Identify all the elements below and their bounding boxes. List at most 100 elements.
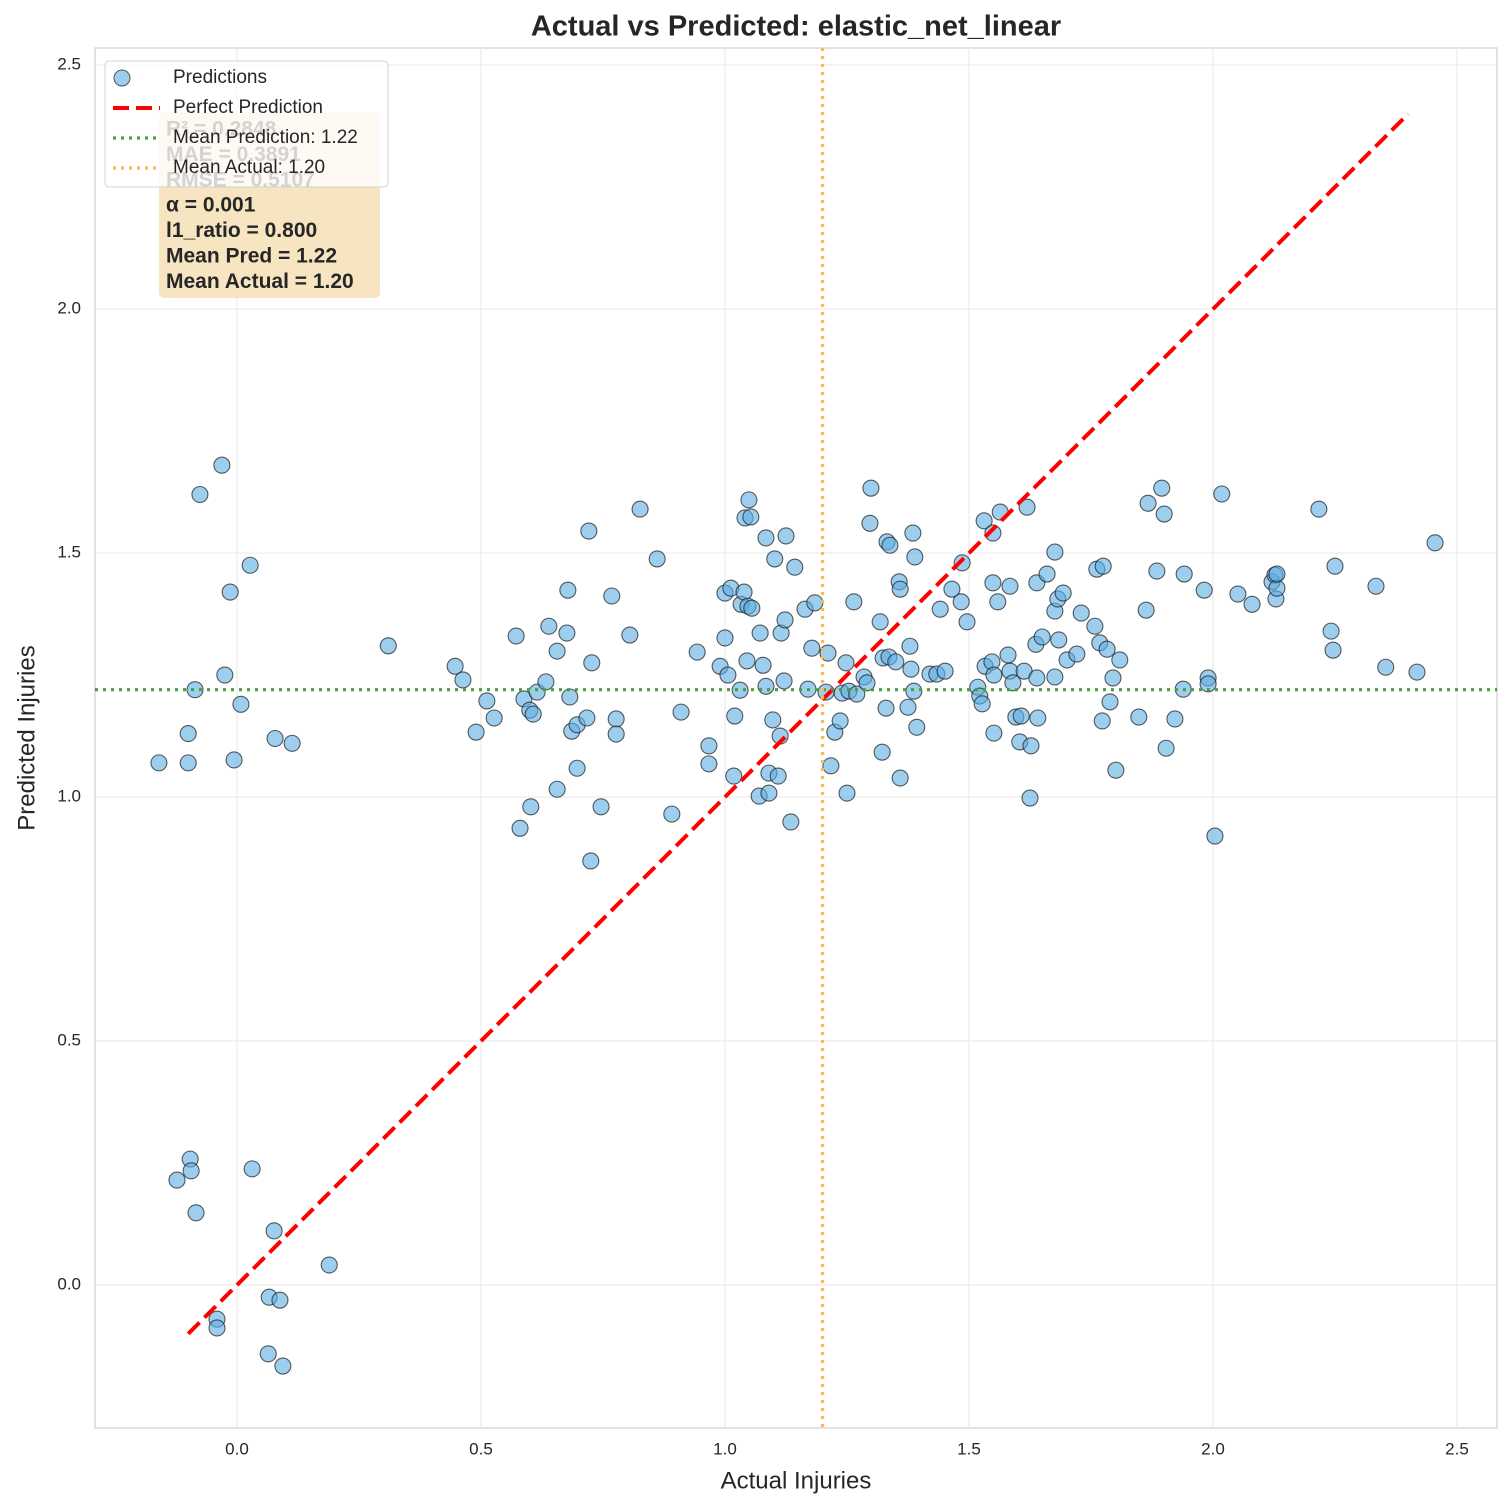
scatter-point xyxy=(887,653,905,671)
scatter-point xyxy=(168,1171,186,1189)
scatter-point xyxy=(1101,693,1119,711)
stats-line: α = 0.001 xyxy=(166,194,256,217)
scatter-point xyxy=(861,514,879,532)
scatter-point xyxy=(1206,827,1224,845)
scatter-point xyxy=(603,587,621,605)
scatter-point xyxy=(1072,604,1090,622)
scatter-point xyxy=(1408,663,1426,681)
scatter-point xyxy=(743,599,761,617)
scatter-point xyxy=(271,1291,289,1309)
scatter-point xyxy=(485,709,503,727)
scatter-point xyxy=(1130,708,1148,726)
scatter-point xyxy=(1012,707,1030,725)
scatter-point xyxy=(803,639,821,657)
scatter-point xyxy=(446,657,464,675)
y-tick-label: 1.5 xyxy=(57,543,81,562)
scatter-point xyxy=(187,1204,205,1222)
legend-box xyxy=(104,60,389,188)
scatter-point xyxy=(931,600,949,618)
scatter-point xyxy=(731,681,749,699)
scatter-point xyxy=(266,729,284,748)
scatter-point xyxy=(507,627,525,645)
scatter-point xyxy=(580,522,598,540)
scatter-point xyxy=(1377,658,1395,676)
scatter-point xyxy=(186,681,204,699)
scatter-point xyxy=(259,1345,277,1363)
scatter-point xyxy=(221,583,239,601)
scatter-point xyxy=(985,724,1003,742)
scatter-point xyxy=(1094,557,1112,575)
scatter-point xyxy=(906,548,924,566)
scatter-point xyxy=(1004,674,1022,692)
scatter-point xyxy=(1367,577,1385,595)
scatter-point xyxy=(1029,709,1047,727)
scatter-point xyxy=(1139,494,1157,512)
scatter-point xyxy=(848,685,866,703)
scatter-point xyxy=(716,629,734,647)
chart-title: Actual vs Predicted: elastic_net_linear xyxy=(531,11,1061,43)
scatter-point xyxy=(1098,640,1116,658)
y-tick-label: 1.0 xyxy=(57,787,81,806)
scatter-point xyxy=(776,611,794,629)
scatter-point xyxy=(558,624,576,642)
scatter-point xyxy=(1175,565,1193,583)
scatter-point xyxy=(806,594,824,612)
scatter-point xyxy=(1054,584,1072,602)
scatter-point xyxy=(548,642,566,660)
scatter-point xyxy=(975,512,993,530)
scatter-point xyxy=(751,624,769,642)
scatter-point xyxy=(764,711,782,729)
scatter-point xyxy=(582,852,600,870)
scatter-point xyxy=(862,479,880,497)
scatter-point xyxy=(216,666,234,684)
scatter-point xyxy=(740,491,758,509)
scatter-point xyxy=(467,723,485,741)
scatter-point xyxy=(858,674,876,692)
scatter-point xyxy=(1046,543,1064,561)
scatter-point xyxy=(540,617,558,635)
scatter-point xyxy=(777,527,795,545)
scatter-point xyxy=(179,725,197,743)
perfect-line xyxy=(186,112,1410,1336)
y-tick-label: 0.0 xyxy=(57,1275,81,1294)
x-tick-label: 1.0 xyxy=(713,1439,737,1458)
scatter-point xyxy=(592,798,610,816)
scatter-point xyxy=(1021,789,1039,807)
scatter-point xyxy=(754,656,772,674)
scatter-point xyxy=(379,637,397,655)
scatter-point xyxy=(548,780,566,798)
scatter-point xyxy=(973,695,991,713)
scatter-point xyxy=(822,757,840,775)
scatter-point xyxy=(191,485,209,504)
scatter-point xyxy=(999,646,1017,664)
scatter-point xyxy=(1050,631,1068,649)
scatter-point xyxy=(1310,500,1328,518)
scatter-point xyxy=(1107,761,1125,779)
scatter-point xyxy=(478,692,496,710)
scatter-point xyxy=(1086,617,1104,635)
scatter-point xyxy=(760,784,778,802)
scatter-point xyxy=(1022,737,1040,755)
scatter-point xyxy=(766,550,784,568)
scatter-point xyxy=(873,743,891,761)
scatter-point xyxy=(757,529,775,547)
scatter-point xyxy=(1093,712,1111,730)
scatter-point xyxy=(454,671,472,689)
scatter-point xyxy=(908,718,926,736)
scatter-point xyxy=(607,725,625,743)
scatter-point xyxy=(561,688,579,706)
scatter-point xyxy=(838,784,856,802)
scatter-point xyxy=(648,550,666,568)
scatter-point xyxy=(742,508,760,526)
legend-label: Mean Actual: 1.20 xyxy=(173,157,325,178)
scatter-point xyxy=(213,456,231,474)
scatter-point xyxy=(568,759,586,777)
x-tick-label: 1.5 xyxy=(957,1439,981,1458)
scatter-point xyxy=(881,536,899,554)
scatter-point xyxy=(700,755,718,773)
scatter-point xyxy=(274,1357,292,1375)
scatter-point xyxy=(225,751,243,769)
scatter-point xyxy=(782,813,800,831)
